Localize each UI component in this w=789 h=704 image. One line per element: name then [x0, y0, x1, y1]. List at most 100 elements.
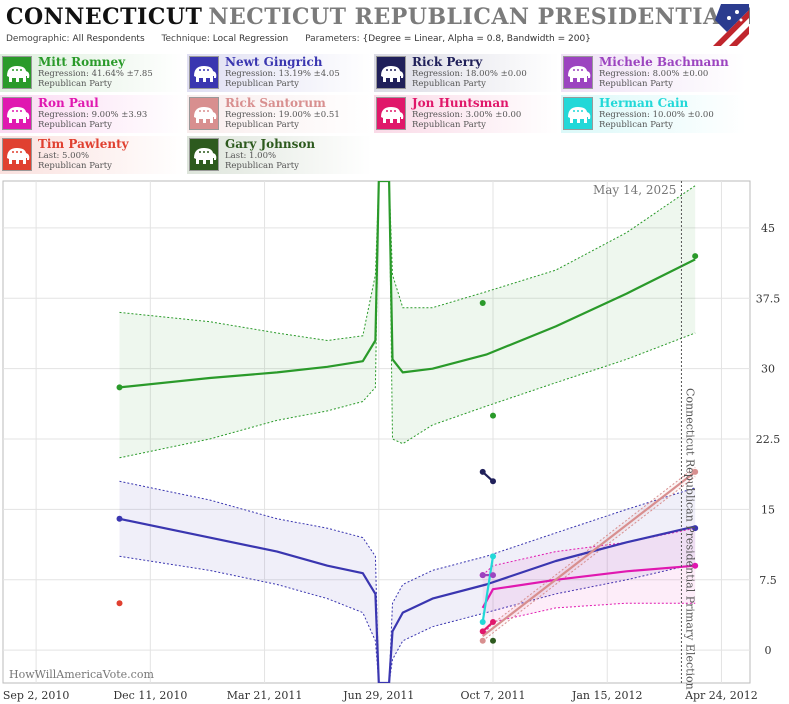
legend-item-newt-gingrich[interactable]: Newt Gingrich Regression: 13.19% ±4.05 Rep… [187, 54, 372, 92]
legend-item-herman-cain[interactable]: Herman Cain Regression: 10.00% ±0.00 Repub… [561, 95, 746, 133]
data-point-mitt-romney [479, 299, 486, 306]
meta-label: Demographic: [6, 34, 70, 44]
legend-item-michele-bachmann[interactable]: Michele Bachmann Regression: 8.00% ±0.00 R… [561, 54, 746, 92]
data-point-rick-perry [479, 468, 486, 475]
candidate-party: Republican Party [38, 120, 112, 130]
lower-bound-rick-santorum [482, 476, 696, 642]
elephant-icon [376, 97, 406, 130]
trend-line-herman-cain [481, 556, 495, 623]
candidate-stat: Regression: 41.64% ±7.85 [38, 69, 153, 79]
data-point-jon-huntsman [479, 628, 486, 635]
candidate-stat: Last: 5.00% [38, 151, 90, 161]
legend-item-rick-santorum[interactable]: Rick Santorum Regression: 19.00% ±0.51 Rep… [187, 95, 372, 133]
legend-item-jon-huntsman[interactable]: Jon Huntsman Regression: 3.00% ±0.00 Repub… [374, 95, 559, 133]
confidence-band-ron-paul [482, 528, 696, 637]
meta-value: Local Regression [212, 34, 289, 44]
elephant-icon [189, 56, 219, 89]
candidate-name: Tim Pawlenty [38, 137, 129, 151]
trend-line-rick-santorum [482, 471, 696, 637]
candidate-party: Republican Party [412, 120, 486, 130]
elephant-icon [189, 138, 219, 171]
candidate-stat: Last: 1.00% [225, 151, 277, 161]
candidate-legend: Mitt Romney Regression: 41.64% ±7.85 Repub… [0, 54, 789, 174]
trend-line-newt-gingrich [119, 517, 696, 683]
data-point-herman-cain [479, 619, 486, 626]
y-tick-label: 22.5 [756, 433, 781, 446]
meta-value: All Respondents [72, 34, 145, 44]
candidate-party: Republican Party [225, 120, 299, 130]
meta-value: {Degree = Linear, Alpha = 0.8, Bandwidth… [362, 34, 591, 44]
candidate-stat: Regression: 8.00% ±0.00 [599, 69, 709, 79]
legend-item-ron-paul[interactable]: Ron Paul Regression: 9.00% ±3.93 Republica… [0, 95, 185, 133]
y-tick-label: 45 [761, 222, 775, 235]
y-tick-label: 37.5 [756, 292, 781, 305]
meta-label: Technique: [161, 34, 210, 44]
chart-svg: Connecticut Republican Presidential Prim… [2, 180, 781, 702]
parameters-line: Demographic: All Respondents Technique: … [6, 34, 591, 44]
x-tick-label: Dec 11, 2010 [113, 689, 187, 702]
candidate-name: Newt Gingrich [225, 55, 323, 69]
candidate-party: Republican Party [225, 79, 299, 89]
candidate-name: Rick Santorum [225, 96, 326, 110]
data-point-ron-paul [692, 562, 699, 569]
x-tick-label: Jun 29, 2011 [342, 689, 414, 702]
x-tick-label: Mar 21, 2011 [227, 689, 303, 702]
candidate-name: Herman Cain [599, 96, 689, 110]
title-election: NECTICUT REPUBLICAN PRESIDENTIAL PRIMAR [208, 4, 750, 30]
watermark: HowWillAmericaVote.com [9, 668, 154, 681]
legend-item-mitt-romney[interactable]: Mitt Romney Regression: 41.64% ±7.85 Repub… [0, 54, 185, 92]
data-point-rick-santorum [692, 468, 699, 475]
meta-label: Parameters: [305, 34, 360, 44]
candidate-name: Ron Paul [38, 96, 99, 110]
data-point-michele-bachmann [479, 572, 486, 579]
y-tick-label: 7.5 [759, 574, 777, 587]
x-tick-label: Jan 15, 2012 [571, 689, 643, 702]
candidate-stat: Regression: 13.19% ±4.05 [225, 69, 340, 79]
y-tick-label: 15 [761, 503, 775, 516]
data-point-mitt-romney [116, 384, 123, 391]
page-title: CONNECTICUT NECTICUT REPUBLICAN PRESIDENT… [6, 4, 750, 30]
date-label: May 14, 2025 [593, 183, 676, 197]
data-point-rick-perry [490, 478, 497, 485]
x-tick-label: Apr 24, 2012 [684, 689, 758, 702]
elephant-icon [563, 97, 593, 130]
election-label: Connecticut Republican Presidential Prim… [683, 388, 696, 690]
chart: Connecticut Republican Presidential Prim… [0, 178, 789, 704]
lower-bound-newt-gingrich [119, 555, 696, 683]
data-point-mitt-romney [490, 412, 497, 419]
data-point-tim-pawlenty [116, 600, 123, 607]
data-point-jon-huntsman [490, 619, 497, 626]
y-tick-label: 30 [761, 363, 775, 376]
confidence-band-mitt-romney [119, 181, 696, 458]
y-tick-label: 0 [765, 644, 772, 657]
candidate-party: Republican Party [38, 79, 112, 89]
x-tick-label: Oct 7, 2011 [460, 689, 525, 702]
candidate-name: Rick Perry [412, 55, 483, 69]
elephant-icon [563, 56, 593, 89]
legend-item-rick-perry[interactable]: Rick Perry Regression: 18.00% ±0.00 Republ… [374, 54, 559, 92]
elephant-icon [2, 138, 32, 171]
legend-item-gary-johnson[interactable]: Gary Johnson Last: 1.00% Republican Party [187, 136, 372, 174]
candidate-stat: Regression: 3.00% ±0.00 [412, 110, 522, 120]
data-point-michele-bachmann [490, 572, 497, 579]
candidate-party: Republican Party [225, 161, 299, 171]
elephant-icon [2, 97, 32, 130]
title-state: CONNECTICUT [6, 4, 203, 30]
candidate-name: Michele Bachmann [599, 55, 729, 69]
confidence-band-newt-gingrich [119, 481, 696, 683]
candidate-stat: Regression: 18.00% ±0.00 [412, 69, 527, 79]
candidate-party: Republican Party [412, 79, 486, 89]
data-point-gary-johnson [490, 637, 497, 644]
legend-item-tim-pawlenty[interactable]: Tim Pawlenty Last: 5.00% Republican Party [0, 136, 185, 174]
candidate-party: Republican Party [599, 120, 673, 130]
data-point-newt-gingrich [692, 525, 699, 532]
candidate-party: Republican Party [38, 161, 112, 171]
elephant-icon [2, 56, 32, 89]
header: CONNECTICUT NECTICUT REPUBLICAN PRESIDENT… [0, 0, 750, 50]
candidate-name: Gary Johnson [225, 137, 316, 151]
elephant-icon [376, 56, 406, 89]
data-point-herman-cain [490, 553, 497, 560]
x-tick-label: Sep 2, 2010 [3, 689, 70, 702]
elephant-icon [189, 97, 219, 130]
data-point-mitt-romney [692, 253, 699, 260]
